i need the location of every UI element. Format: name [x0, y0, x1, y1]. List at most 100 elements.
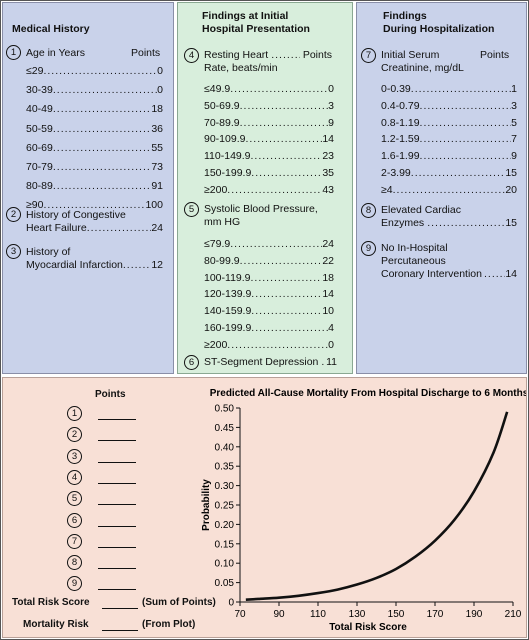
age-row: 30-39 0 [26, 84, 163, 97]
y-tick-label: 0.20 [215, 520, 235, 531]
chart-x-label: Total Risk Score [329, 622, 407, 633]
age-label: Age in Years [26, 47, 85, 59]
age-row-label: 60-69 [26, 141, 53, 154]
mortality-risk-label: Mortality Risk [23, 619, 89, 630]
y-tick-label: 0.40 [215, 442, 235, 453]
y-tick-label: 0.45 [215, 423, 235, 434]
hr-row-value: 0 [328, 83, 334, 95]
hr-row-value: 23 [322, 150, 334, 163]
st-label: ST-Segment Depression [204, 356, 319, 368]
hr-row-label: 50-69.9 [204, 99, 240, 112]
enz-value: 15 [505, 217, 517, 229]
item-number-9: 9 [361, 241, 376, 256]
total-risk-blank[interactable] [102, 608, 138, 609]
worksheet-item-blank[interactable] [98, 568, 136, 570]
age-row-label: 50-59 [26, 122, 53, 135]
age-row-label: ≥90 [26, 199, 44, 212]
hr-row-label: 90-109.9 [204, 133, 246, 146]
x-tick-label: 130 [349, 609, 366, 620]
worksheet-item-number: 8 [67, 555, 82, 571]
creat-row-value: 15 [505, 167, 517, 179]
y-tick-label: 0.30 [215, 481, 235, 492]
worksheet-item-number: 6 [67, 512, 82, 528]
sbp-row-label: ≥200 [204, 338, 228, 351]
chf-row: Heart Failure 24 [26, 222, 163, 235]
x-tick-label: 150 [388, 609, 405, 620]
item-number-1: 1 [6, 45, 21, 60]
chf-value: 24 [151, 222, 163, 234]
chart-y-label: Probability [201, 479, 212, 531]
creat-row-value: 1 [511, 83, 517, 95]
worksheet-item-blank[interactable] [98, 589, 136, 591]
worksheet-points-title: Points [95, 389, 126, 400]
creat-row-value: 7 [511, 133, 517, 146]
worksheet-item-blank[interactable] [98, 482, 136, 484]
y-tick-label: 0.25 [215, 501, 235, 512]
age-row-label: 70-79 [26, 161, 53, 173]
worksheet-item-blank[interactable] [98, 440, 136, 442]
hosp-title-line2: During Hospitalization [383, 23, 495, 35]
total-risk-label: Total Risk Score [12, 597, 90, 608]
hr-row: ≤49.9 0 [204, 83, 334, 96]
worksheet-item-number: 7 [67, 533, 82, 549]
creat-row-value: 9 [511, 150, 517, 163]
mi-row: Myocardial Infarction 12 [26, 259, 163, 272]
age-row: ≥90 100 [26, 199, 163, 212]
worksheet-item-blank[interactable] [98, 525, 136, 527]
creat-row-label: 1.2-1.59 [381, 133, 420, 146]
age-row-value: 18 [151, 103, 163, 116]
mortality-chart: Predicted All-Cause Mortality From Hospi… [201, 388, 526, 633]
hr-row: 50-69.9 3 [204, 100, 334, 113]
sbp-row-label: 80-99.9 [204, 254, 240, 267]
hr-row: ≥200 43 [204, 184, 334, 197]
hr-row-label: 150-199.9 [204, 167, 252, 179]
age-row: 70-79 73 [26, 161, 163, 174]
sbp-row-value: 0 [328, 338, 334, 351]
worksheet-item-number: 1 [67, 406, 82, 421]
worksheet-item-blank[interactable] [98, 546, 136, 548]
hr-row: 110-149.9 23 [204, 150, 334, 163]
age-row-value: 55 [151, 141, 163, 154]
mi-line1: History of [26, 246, 71, 258]
creat-row: 0.4-0.79 3 [381, 100, 517, 113]
x-tick-label: 210 [505, 609, 522, 620]
sbp-row: 140-159.9 10 [204, 305, 334, 318]
medical-history-panel: Medical History 1 Age in Years Points ≤2… [2, 2, 174, 374]
sbp-row-label: 160-199.9 [204, 322, 252, 334]
creat-row: 1.2-1.59 7 [381, 133, 517, 146]
initial-title-line1: Findings at Initial [202, 10, 289, 22]
initial-presentation-panel: Findings at Initial Hospital Presentatio… [177, 2, 353, 374]
pci-value: 14 [505, 268, 517, 280]
hr-row-label: 110-149.9 [204, 150, 251, 163]
y-tick-label: 0.05 [215, 578, 235, 589]
creat-row: 2-3.99 15 [381, 167, 517, 180]
item-number-3: 3 [6, 244, 21, 259]
pci-line2: Percutaneous [381, 255, 446, 267]
initial-title-line2: Hospital Presentation [202, 23, 310, 35]
creat-row-label: ≥4 [381, 183, 393, 196]
creat-row-label: 0.4-0.79 [381, 99, 420, 112]
creat-row-label: 0.8-1.19 [381, 116, 420, 129]
pci-row: Coronary Intervention 14 [381, 268, 517, 281]
age-row-value: 100 [145, 199, 163, 212]
hr-label-line2: Rate, beats/min [204, 62, 278, 74]
creat-row: 0-0.39 1 [381, 83, 517, 96]
sbp-row-label: 120-139.9 [204, 288, 252, 301]
chart-title: Predicted All-Cause Mortality From Hospi… [210, 388, 526, 399]
creat-row-value: 5 [511, 116, 517, 129]
age-points-label: Points [131, 47, 161, 59]
worksheet-item-blank[interactable] [98, 461, 136, 463]
worksheet-item-number: 4 [67, 469, 82, 485]
item-number-2: 2 [6, 207, 21, 222]
chart-x-ticks: 70 90 110 130 150 170 190 210 [234, 602, 522, 620]
age-row-value: 0 [157, 84, 163, 97]
worksheet-item-blank[interactable] [98, 419, 136, 420]
worksheet-item-number: 9 [67, 576, 82, 592]
creat-row-label: 0-0.39 [381, 83, 411, 95]
sbp-row-label: 100-119.9 [204, 271, 251, 284]
creat-label-line2: Creatinine, mg/dL [381, 62, 464, 74]
worksheet-item-blank[interactable] [98, 504, 136, 506]
worksheet-panel: Points 1 2 3 4 5 6 7 8 9 Total Risk Score (Sum o… [2, 377, 527, 638]
sbp-label-line2: mm HG [204, 216, 241, 228]
mortality-risk-blank[interactable] [102, 630, 138, 631]
